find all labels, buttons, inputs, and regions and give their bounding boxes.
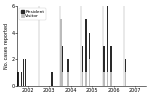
Bar	[110, 72, 112, 86]
Bar	[82, 46, 83, 72]
Bar	[62, 46, 63, 72]
Bar	[25, 59, 26, 86]
Bar	[62, 72, 63, 86]
Legend: Resident, Visitor: Resident, Visitor	[19, 8, 46, 20]
Bar	[125, 72, 126, 86]
Bar	[107, 72, 108, 86]
Bar	[125, 59, 126, 72]
Bar	[89, 59, 90, 86]
Bar	[82, 72, 83, 86]
Bar	[60, 19, 62, 86]
Bar	[85, 72, 87, 86]
Bar	[85, 19, 87, 72]
Bar	[107, 6, 108, 72]
Bar	[103, 46, 105, 72]
Bar	[103, 72, 105, 86]
Bar	[67, 59, 69, 72]
Bar	[110, 46, 112, 72]
Bar	[51, 72, 53, 86]
Bar	[23, 59, 24, 86]
Bar	[21, 72, 22, 86]
Bar	[17, 72, 19, 86]
Bar	[89, 33, 90, 59]
Bar	[67, 72, 69, 86]
Y-axis label: No. cases reported: No. cases reported	[4, 23, 9, 69]
